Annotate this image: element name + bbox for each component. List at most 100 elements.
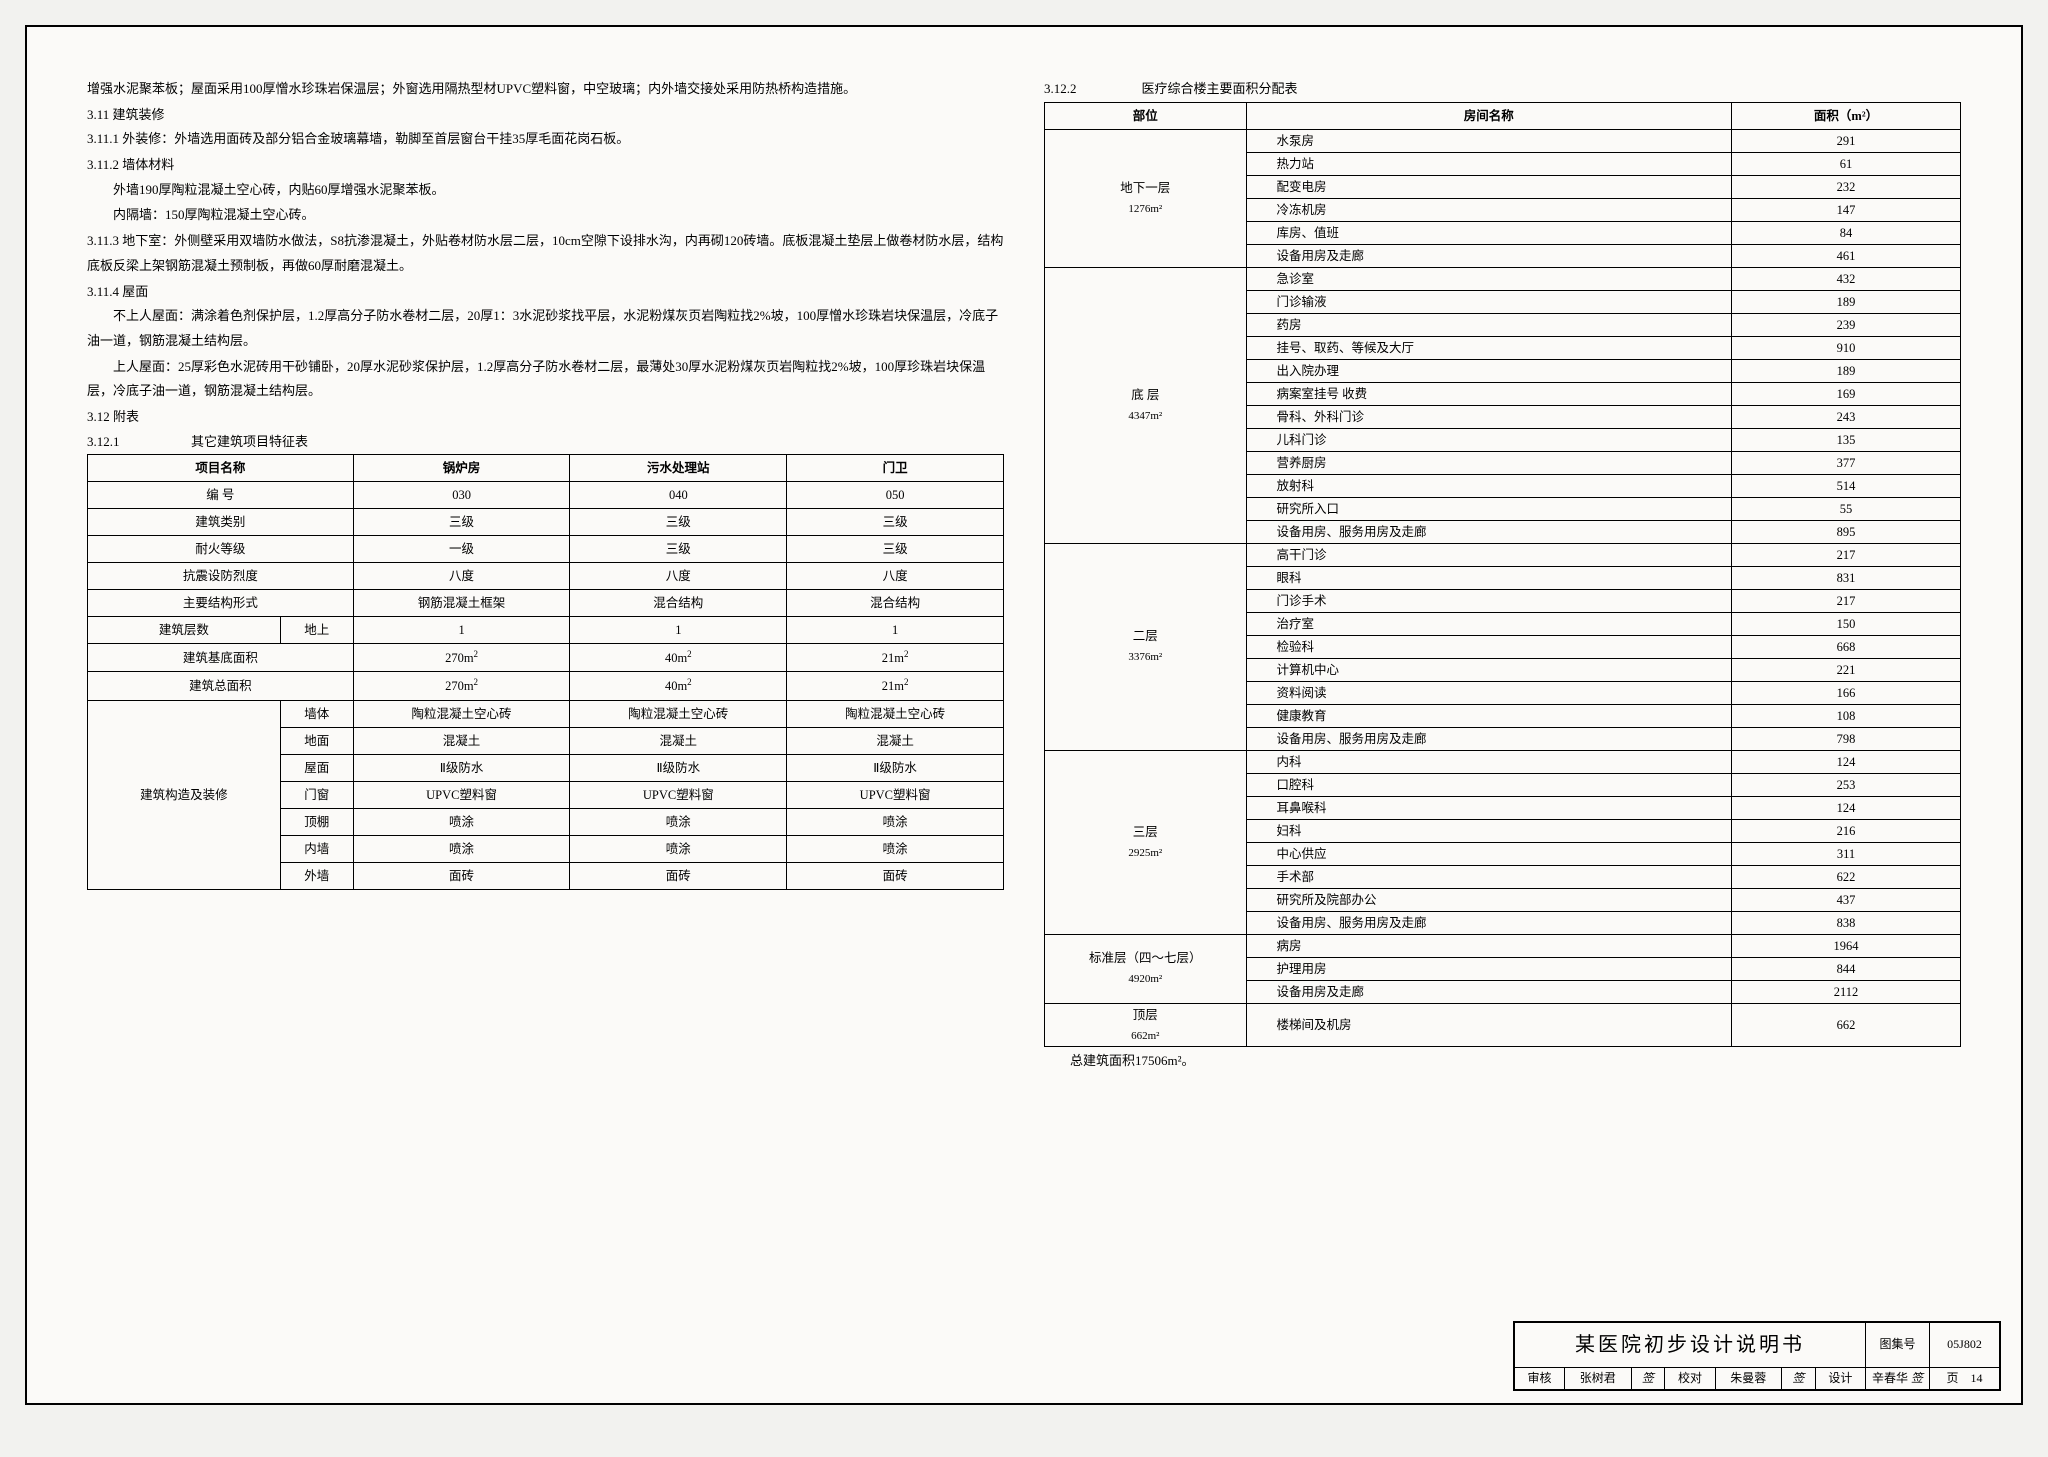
paragraph: 3.11.1 外装修：外墙选用面砖及部分铝合金玻璃幕墙，勒脚至首层窗台干挂35厚…: [87, 127, 1004, 152]
row-sublabel: 屋面: [280, 754, 353, 781]
row-label: 抗震设防烈度: [88, 563, 354, 590]
room-name-cell: 出入院办理: [1246, 359, 1731, 382]
cell: UPVC塑料窗: [570, 781, 787, 808]
area-cell: 243: [1731, 405, 1960, 428]
room-name-cell: 口腔科: [1246, 773, 1731, 796]
row-label: 耐火等级: [88, 536, 354, 563]
paragraph: 上人屋面：25厚彩色水泥砖用干砂铺卧，20厚水泥砂浆保护层，1.2厚高分子防水卷…: [87, 355, 1004, 404]
table-row: 顶层662m² 楼梯间及机房 662: [1045, 1003, 1961, 1047]
room-name-cell: 计算机中心: [1246, 658, 1731, 681]
row-sublabel: 地面: [280, 727, 353, 754]
cell: 八度: [570, 563, 787, 590]
area-cell: 216: [1731, 819, 1960, 842]
checker-signature: 签: [1781, 1367, 1815, 1389]
cell: 三级: [787, 536, 1004, 563]
cell: 1: [570, 617, 787, 644]
cell: 1: [787, 617, 1004, 644]
cell: 面砖: [570, 862, 787, 889]
floor-group-label: 二层3376m²: [1045, 543, 1247, 750]
table-row: 二层3376m² 高干门诊 217: [1045, 543, 1961, 566]
design-label: 设计: [1815, 1367, 1865, 1389]
row-label: 建筑层数: [88, 617, 281, 644]
section-heading: 3.12.1 其它建筑项目特征表: [87, 430, 1004, 455]
section-heading: 3.11 建筑装修: [87, 103, 1004, 128]
room-name-cell: 内科: [1246, 750, 1731, 773]
cell: 喷涂: [787, 808, 1004, 835]
table-row: 建筑总面积 270m2 40m2 21m2: [88, 672, 1004, 700]
area-cell: 668: [1731, 635, 1960, 658]
area-cell: 514: [1731, 474, 1960, 497]
area-cell: 798: [1731, 727, 1960, 750]
room-name-cell: 设备用房、服务用房及走廊: [1246, 911, 1731, 934]
area-cell: 622: [1731, 865, 1960, 888]
room-name-cell: 配变电房: [1246, 175, 1731, 198]
area-cell: 147: [1731, 198, 1960, 221]
room-name-cell: 冷冻机房: [1246, 198, 1731, 221]
table-header: 部位: [1045, 102, 1247, 129]
area-cell: 232: [1731, 175, 1960, 198]
area-cell: 831: [1731, 566, 1960, 589]
cell: 270m2: [353, 644, 570, 672]
room-name-cell: 急诊室: [1246, 267, 1731, 290]
cell: 喷涂: [787, 835, 1004, 862]
room-name-cell: 中心供应: [1246, 842, 1731, 865]
area-cell: 61: [1731, 152, 1960, 175]
cell: 陶粒混凝土空心砖: [570, 700, 787, 727]
table-row: 建筑基底面积 270m2 40m2 21m2: [88, 644, 1004, 672]
cell: 050: [787, 482, 1004, 509]
table-row: 建筑类别 三级 三级 三级: [88, 509, 1004, 536]
cell: 混凝土: [353, 727, 570, 754]
floor-group-label: 三层2925m²: [1045, 750, 1247, 934]
room-name-cell: 热力站: [1246, 152, 1731, 175]
cell: Ⅱ级防水: [787, 754, 1004, 781]
section-heading: 3.12.2 医疗综合楼主要面积分配表: [1044, 77, 1961, 102]
room-name-cell: 资料阅读: [1246, 681, 1731, 704]
room-name-cell: 高干门诊: [1246, 543, 1731, 566]
table-header: 项目名称: [88, 455, 354, 482]
area-cell: 437: [1731, 888, 1960, 911]
room-name-cell: 设备用房、服务用房及走廊: [1246, 727, 1731, 750]
room-name-cell: 手术部: [1246, 865, 1731, 888]
area-cell: 150: [1731, 612, 1960, 635]
area-cell: 311: [1731, 842, 1960, 865]
document-page: 增强水泥聚苯板；屋面采用100厚憎水珍珠岩保温层；外窗选用隔热型材UPVC塑料窗…: [25, 25, 2023, 1405]
area-cell: 84: [1731, 221, 1960, 244]
table-header-row: 项目名称 锅炉房 污水处理站 门卫: [88, 455, 1004, 482]
floor-group-label: 标准层（四～七层）4920m²: [1045, 934, 1247, 1003]
row-label: 建筑总面积: [88, 672, 354, 700]
row-sublabel: 地上: [280, 617, 353, 644]
row-label: 建筑类别: [88, 509, 354, 536]
area-cell: 291: [1731, 129, 1960, 152]
room-name-cell: 眼科: [1246, 566, 1731, 589]
area-cell: 108: [1731, 704, 1960, 727]
floor-group-label: 底 层4347m²: [1045, 267, 1247, 543]
room-name-cell: 设备用房、服务用房及走廊: [1246, 520, 1731, 543]
row-sublabel: 外墙: [280, 862, 353, 889]
total-area-text: 总建筑面积17506m²。: [1044, 1047, 1961, 1076]
area-cell: 910: [1731, 336, 1960, 359]
cell: 混凝土: [787, 727, 1004, 754]
cell: UPVC塑料窗: [787, 781, 1004, 808]
room-name-cell: 放射科: [1246, 474, 1731, 497]
table-header: 污水处理站: [570, 455, 787, 482]
room-name-cell: 营养厨房: [1246, 451, 1731, 474]
area-cell: 838: [1731, 911, 1960, 934]
room-name-cell: 研究所入口: [1246, 497, 1731, 520]
table-header: 房间名称: [1246, 102, 1731, 129]
area-cell: 253: [1731, 773, 1960, 796]
area-cell: 1964: [1731, 934, 1960, 957]
atlas-label: 图集号: [1865, 1322, 1929, 1367]
room-name-cell: 病房: [1246, 934, 1731, 957]
cell: 陶粒混凝土空心砖: [353, 700, 570, 727]
room-name-cell: 护理用房: [1246, 957, 1731, 980]
paragraph: 内隔墙：150厚陶粒混凝土空心砖。: [87, 203, 1004, 228]
floor-group-label: 地下一层1276m²: [1045, 129, 1247, 267]
paragraph: 外墙190厚陶粒混凝土空心砖，内贴60厚增强水泥聚苯板。: [87, 178, 1004, 203]
title-block: 某医院初步设计说明书 图集号 05J802 审核 张树君 签 校对 朱曼蓉 签 …: [1513, 1321, 2001, 1391]
cell: 一级: [353, 536, 570, 563]
room-name-cell: 挂号、取药、等候及大厅: [1246, 336, 1731, 359]
cell: 喷涂: [570, 808, 787, 835]
table-row: 建筑构造及装修墙体 陶粒混凝土空心砖 陶粒混凝土空心砖 陶粒混凝土空心砖: [88, 700, 1004, 727]
row-group-label: 建筑构造及装修: [88, 700, 281, 889]
medical-building-area-table: 部位 房间名称 面积（m²） 地下一层1276m² 水泵房 291 热力站 61…: [1044, 102, 1961, 1048]
